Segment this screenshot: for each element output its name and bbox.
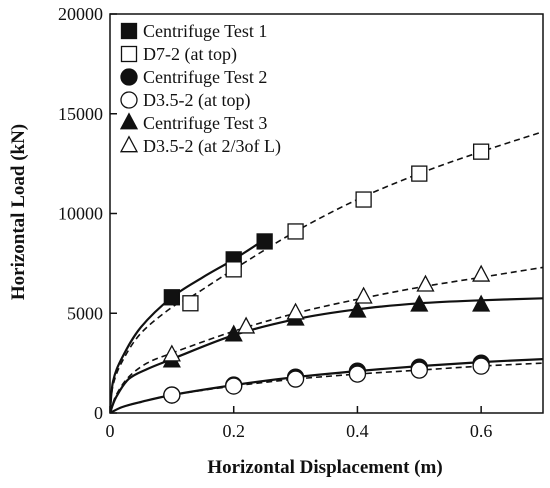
x-tick-label: 0.6 [470,421,493,441]
data-point-series-4 [163,386,181,404]
series-line-4 [110,362,543,413]
data-point-series-4 [225,377,243,395]
data-point-series-2 [287,223,304,240]
data-point-series-6 [286,302,305,320]
data-point-series-4 [472,357,490,375]
series-line-2 [110,130,543,413]
data-point-series-2 [472,143,490,160]
data-point-series-4 [410,361,428,379]
data-point-series-4 [348,365,367,383]
legend-label-6: D3.5-2 (at 2/3of L) [143,136,281,157]
data-point-series-2 [182,295,199,312]
data-point-series-5 [348,300,367,318]
legend-label-5: Centrifuge Test 3 [143,113,267,133]
legend-label-3: Centrifuge Test 2 [143,67,267,87]
y-tick-label: 10000 [58,204,103,224]
y-tick-label: 0 [94,403,103,423]
data-point-series-6 [354,286,373,304]
legend-marker-3 [120,68,138,86]
data-point-series-6 [416,274,435,292]
x-tick-label: 0.4 [346,421,369,441]
data-point-series-5 [410,294,429,312]
y-tick-label: 5000 [67,303,103,323]
data-point-series-2 [225,261,242,278]
axis-ticks: 0 0.2 0.4 0.6 0 5000 10000 15000 20000 [58,4,492,441]
data-point-series-2 [355,191,372,208]
data-point-series-5 [472,294,491,312]
data-point-series-1 [256,233,273,250]
series-line-6 [110,266,543,413]
x-axis-label: Horizontal Displacement (m) [207,457,442,478]
series-markers [162,143,491,404]
legend-label-1: Centrifuge Test 1 [143,21,267,41]
x-tick-label: 0.2 [222,421,245,441]
legend-marker-6 [119,135,139,153]
legend-label-4: D3.5-2 (at top) [143,90,250,111]
data-point-series-6 [162,344,181,362]
legend-marker-2 [120,45,138,63]
legend-marker-1 [120,22,138,40]
x-tick-label: 0 [106,421,115,441]
y-tick-label: 15000 [58,104,103,124]
legend-marker-4 [120,91,138,109]
data-point-series-4 [286,370,305,388]
legend: Centrifuge Test 1D7-2 (at top)Centrifuge… [119,21,281,157]
data-point-series-6 [237,316,256,334]
y-axis-label: Horizontal Load (kN) [8,124,29,300]
legend-label-2: D7-2 (at top) [143,44,237,65]
y-tick-label: 20000 [58,4,103,24]
data-point-series-1 [163,289,181,306]
legend-marker-5 [119,112,139,130]
data-point-series-2 [411,165,428,182]
data-point-series-6 [472,264,491,282]
